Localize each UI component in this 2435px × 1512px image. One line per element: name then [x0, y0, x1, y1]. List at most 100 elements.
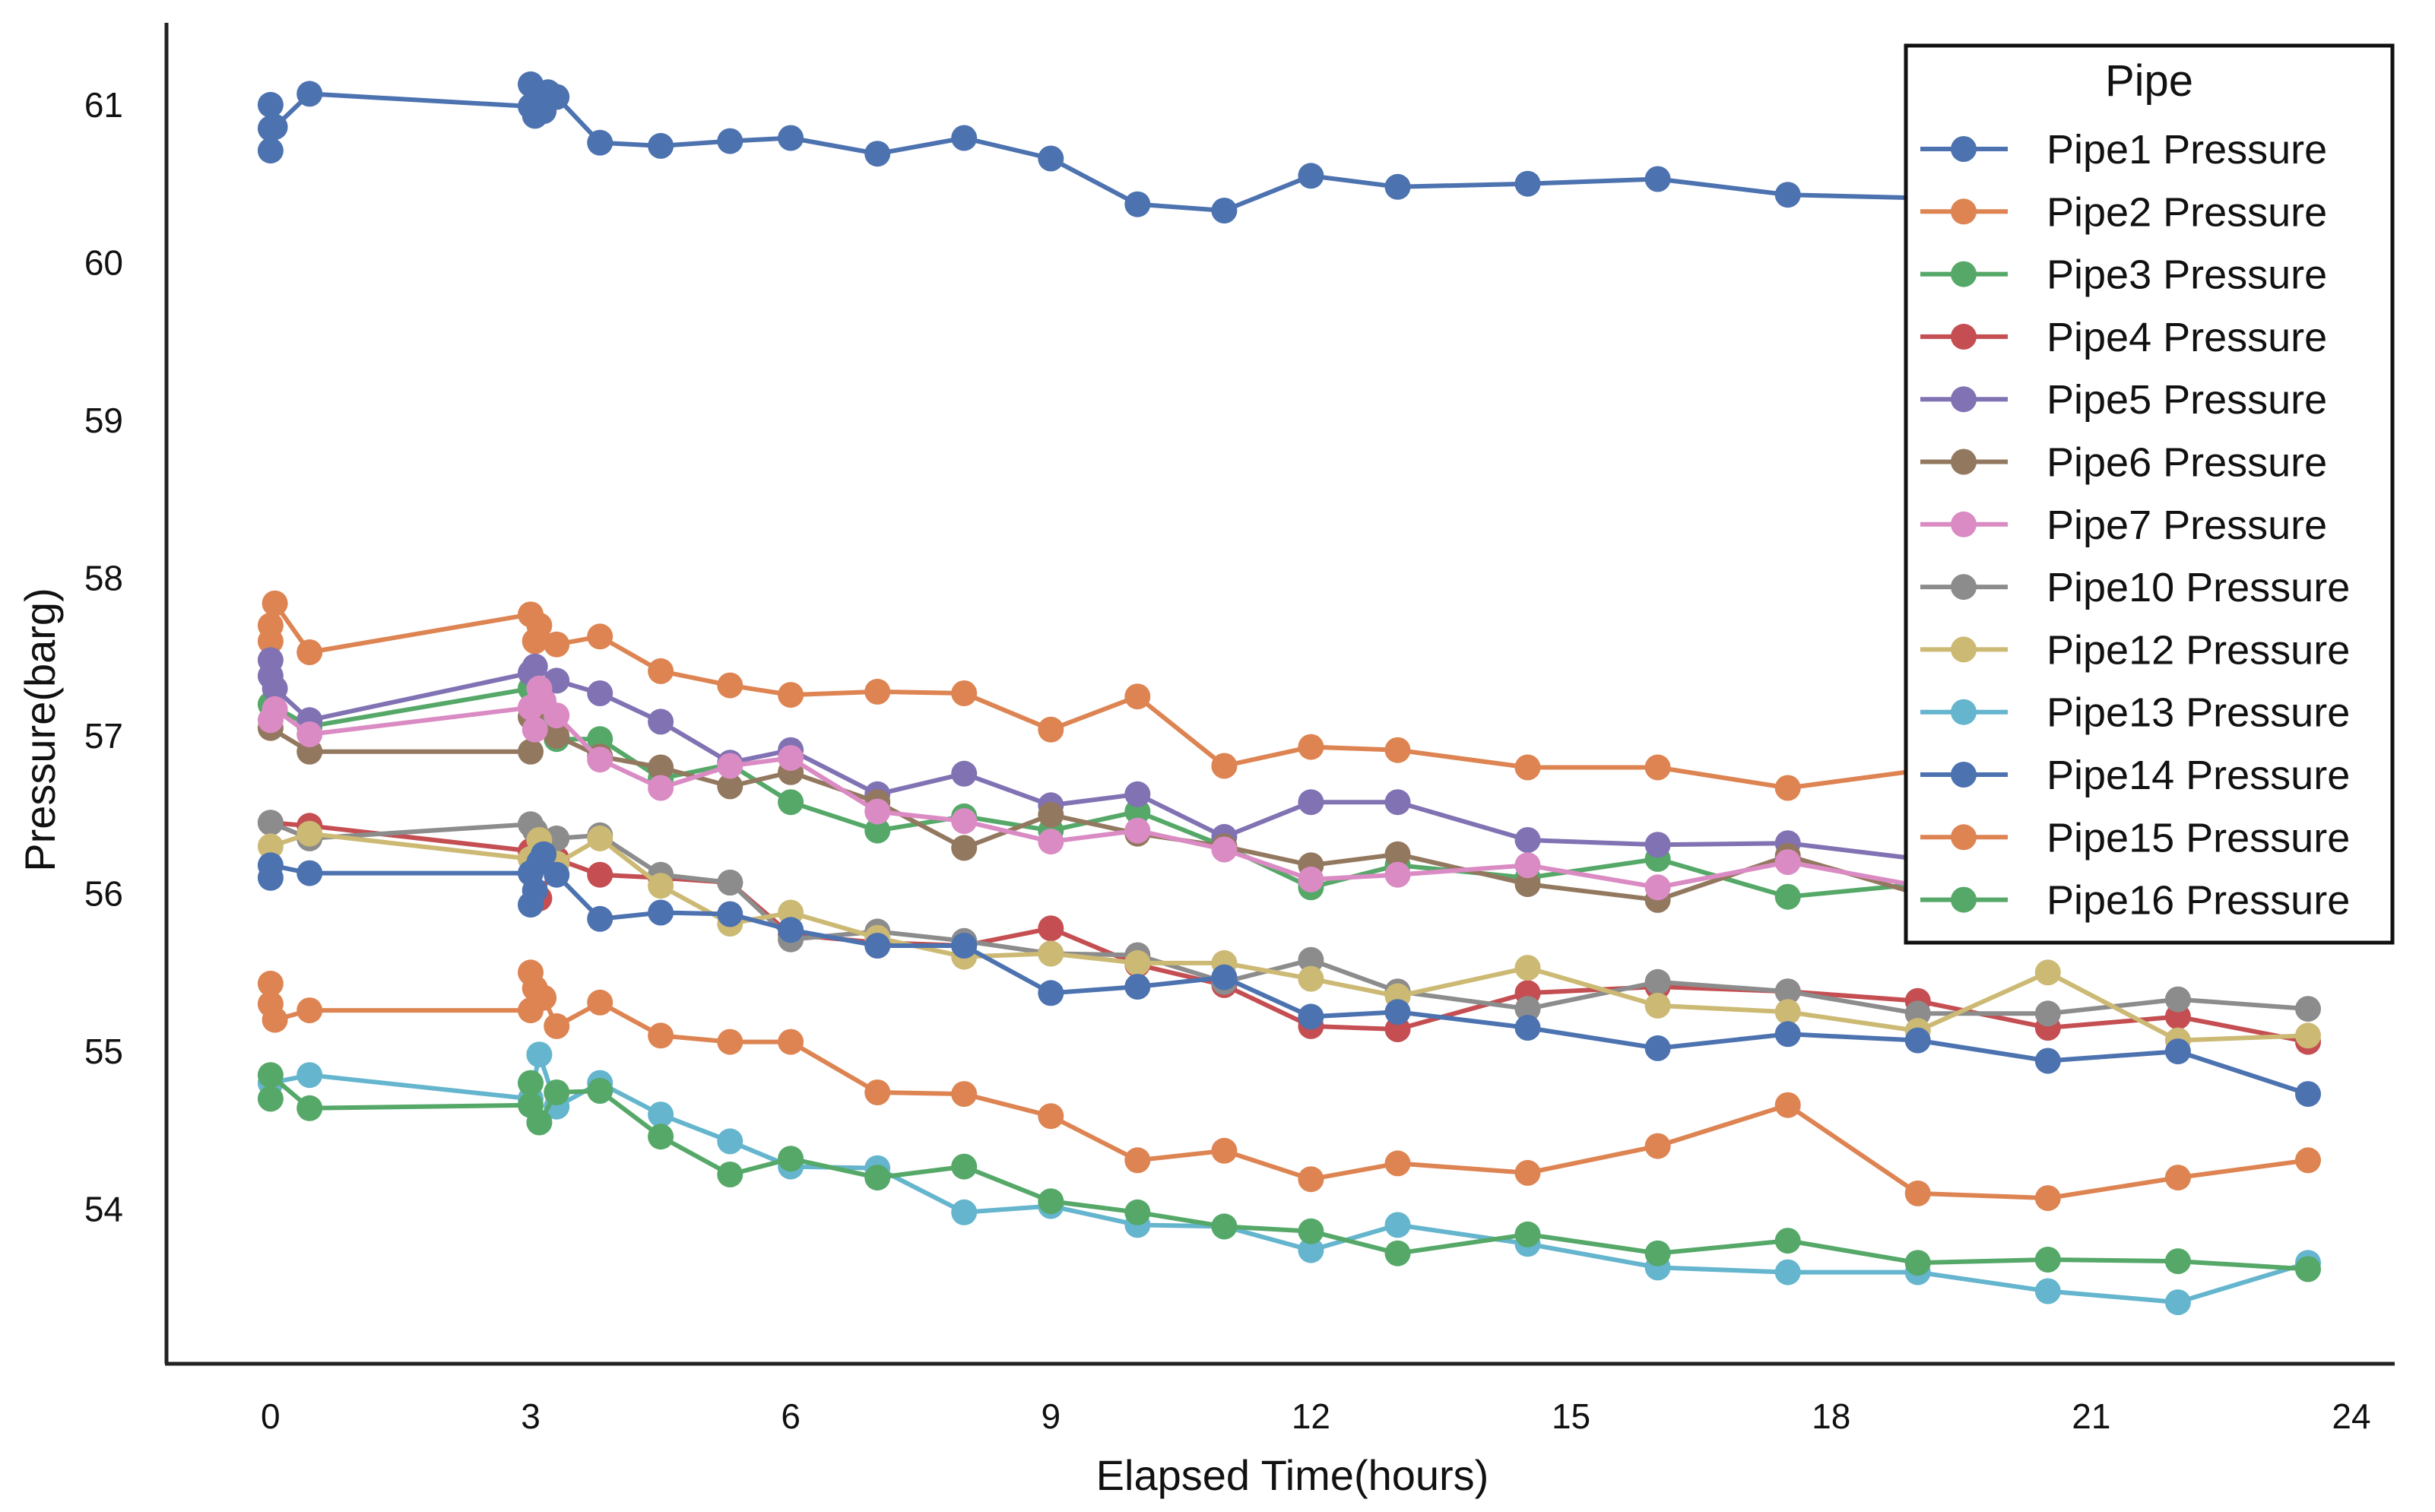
- data-point: [951, 1081, 978, 1108]
- data-point: [587, 861, 614, 888]
- data-point: [296, 997, 323, 1024]
- data-point: [1298, 734, 1324, 760]
- data-point: [262, 675, 288, 702]
- data-point: [1514, 955, 1541, 981]
- data-point: [648, 899, 674, 926]
- legend-frame: [1904, 43, 2395, 945]
- series-pipe2-pressure: [257, 590, 1931, 801]
- data-point: [1644, 1240, 1671, 1266]
- x-tick-label: 3: [521, 1396, 541, 1436]
- y-tick-label: 58: [84, 559, 123, 598]
- data-point: [1298, 163, 1324, 189]
- x-tick-label: 9: [1041, 1396, 1061, 1436]
- data-point: [257, 810, 284, 836]
- data-point: [1774, 1228, 1801, 1254]
- data-point: [717, 870, 743, 895]
- data-point: [544, 1013, 570, 1039]
- data-point: [257, 833, 284, 860]
- data-point: [1124, 1199, 1151, 1225]
- data-point: [864, 1165, 891, 1191]
- data-point: [1774, 1092, 1801, 1118]
- data-point: [1384, 737, 1411, 763]
- data-point: [296, 81, 323, 107]
- x-tick-label: 6: [781, 1396, 801, 1436]
- data-point: [544, 631, 570, 658]
- data-point: [1038, 145, 1064, 172]
- data-point: [1384, 1240, 1411, 1266]
- data-point: [1124, 974, 1151, 1000]
- legend-label: Pipe3 Pressure: [2047, 252, 2327, 298]
- data-point: [1038, 1103, 1064, 1130]
- data-point: [531, 984, 557, 1011]
- data-point: [778, 125, 804, 151]
- data-point: [518, 738, 544, 765]
- data-point: [648, 775, 674, 801]
- legend-label: Pipe4 Pressure: [2047, 315, 2327, 360]
- data-point: [648, 1102, 674, 1128]
- legend-marker: [1951, 699, 1977, 725]
- data-point: [257, 91, 284, 118]
- data-point: [1298, 866, 1324, 892]
- data-point: [2034, 1247, 2061, 1273]
- data-point: [526, 1109, 553, 1136]
- data-point: [951, 125, 978, 151]
- data-point: [1211, 836, 1238, 863]
- legend-item: Pipe16 Pressure: [1920, 878, 2350, 924]
- legend-item: Pipe4 Pressure: [1920, 315, 2327, 360]
- data-point: [1384, 1150, 1411, 1177]
- data-point: [1211, 753, 1238, 779]
- data-point: [717, 901, 743, 927]
- axes: [164, 23, 2395, 1366]
- data-point: [1038, 1188, 1064, 1215]
- data-point: [257, 852, 284, 879]
- x-tick-label: 0: [261, 1396, 281, 1436]
- data-point: [717, 1128, 743, 1155]
- data-point: [717, 773, 743, 800]
- data-point: [951, 808, 978, 835]
- data-point: [648, 754, 674, 781]
- data-point: [1514, 754, 1541, 781]
- data-point: [1514, 996, 1541, 1022]
- legend-item: Pipe5 Pressure: [1920, 377, 2327, 423]
- data-point: [717, 753, 743, 779]
- series-line: [268, 686, 1920, 899]
- data-point: [296, 639, 323, 665]
- legend-marker: [1951, 886, 1977, 913]
- data-point: [1514, 852, 1541, 879]
- data-point: [587, 825, 614, 851]
- legend-marker: [1951, 574, 1977, 601]
- series-pipe13-pressure: [257, 1041, 2321, 1316]
- legend-marker: [1951, 323, 1977, 350]
- data-point: [1298, 1218, 1324, 1244]
- legend-item: Pipe10 Pressure: [1920, 565, 2350, 610]
- legend-marker: [1951, 198, 1977, 225]
- data-point: [1644, 968, 1671, 995]
- legend-label: Pipe14 Pressure: [2047, 753, 2350, 798]
- data-point: [1124, 1147, 1151, 1174]
- data-point: [1774, 999, 1801, 1025]
- data-point: [2295, 1256, 2321, 1282]
- y-tick-label: 60: [84, 242, 123, 282]
- data-point: [2164, 1248, 2191, 1275]
- data-point: [1298, 789, 1324, 816]
- legend-marker: [1951, 762, 1977, 788]
- data-point: [1124, 191, 1151, 217]
- data-point: [587, 905, 614, 932]
- data-point: [864, 1079, 891, 1105]
- data-point: [296, 860, 323, 886]
- data-point: [296, 1095, 323, 1121]
- data-point: [526, 612, 553, 639]
- data-point: [1514, 827, 1541, 853]
- data-point: [1384, 173, 1411, 200]
- data-point: [1644, 754, 1671, 781]
- data-point: [522, 653, 548, 680]
- x-tick-label: 24: [2332, 1396, 2370, 1436]
- data-point: [2295, 1081, 2321, 1108]
- legend: Pipe Pipe1 Pressure Pipe2 Pressure Pipe3 P…: [1904, 43, 2395, 945]
- series-pipe16-pressure: [257, 1062, 2321, 1282]
- data-point: [1514, 1015, 1541, 1041]
- data-point: [717, 1029, 743, 1055]
- data-point: [262, 114, 288, 140]
- data-point: [864, 817, 891, 844]
